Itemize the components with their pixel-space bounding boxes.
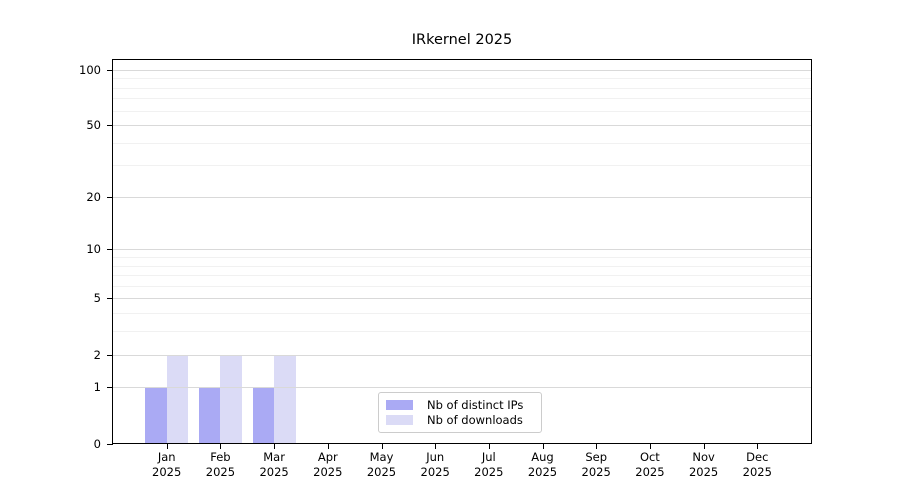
legend-label: Nb of downloads (427, 413, 523, 427)
x-axis-label-year: 2025 (635, 465, 665, 479)
x-axis-label-year: 2025 (688, 465, 719, 479)
x-axis-tick-mark (649, 444, 651, 449)
x-axis-label-year: 2025 (259, 465, 289, 479)
x-axis-label-month: Feb (210, 450, 231, 464)
y-axis-tick-label: 1 (93, 380, 101, 395)
x-axis-label-year: 2025 (205, 465, 236, 479)
x-axis-tick-mark (703, 444, 705, 449)
y-axis-tick-label: 100 (79, 62, 101, 77)
gridline-major (113, 69, 811, 71)
x-axis-label: Dec 2025 (727, 450, 787, 480)
gridline-minor (113, 78, 811, 80)
x-axis-label: Aug 2025 (513, 450, 573, 480)
x-axis-label: Jul 2025 (459, 450, 519, 480)
gridline-major (113, 249, 811, 251)
legend: Nb of distinct IPs Nb of downloads (378, 392, 542, 433)
y-axis-tick-label: 2 (93, 347, 101, 362)
x-axis-label: Mar 2025 (244, 450, 304, 480)
gridline-minor (113, 313, 811, 315)
y-axis-tick-mark (107, 354, 113, 356)
y-axis-tick-mark (107, 69, 113, 71)
bar-nb-of-distinct-ips-jan (145, 387, 167, 443)
gridline-minor (113, 257, 811, 258)
x-axis-label-year: 2025 (152, 465, 182, 479)
bar-nb-of-downloads-feb (220, 354, 242, 443)
y-axis-tick-mark (107, 196, 113, 198)
x-axis-tick-mark (166, 444, 168, 449)
legend-item: Nb of downloads (386, 413, 533, 427)
x-axis-tick-mark (542, 444, 544, 449)
bar-nb-of-distinct-ips-feb (198, 387, 221, 443)
x-axis-label: Apr 2025 (298, 450, 358, 480)
y-axis-tick-mark (107, 298, 113, 300)
legend-label: Nb of distinct IPs (427, 398, 524, 412)
gridline-minor (113, 142, 811, 144)
gridline-major (113, 387, 811, 389)
x-axis-label-month: Jan (157, 450, 176, 464)
x-axis-label: Oct 2025 (620, 450, 680, 480)
gridline-minor (113, 110, 811, 112)
bar-nb-of-downloads-mar (274, 354, 296, 443)
x-axis-label: Jan 2025 (137, 450, 197, 480)
x-axis-label-year: 2025 (527, 465, 558, 479)
legend-swatch (386, 415, 413, 425)
gridline-minor (113, 87, 811, 89)
y-axis-tick-label: 20 (86, 189, 101, 204)
x-axis-tick-mark (220, 444, 222, 449)
x-axis-label-year: 2025 (474, 465, 504, 479)
x-axis-label-month: Mar (263, 450, 285, 464)
x-axis-label-month: Dec (746, 450, 769, 464)
x-axis-tick-mark (435, 444, 437, 449)
x-axis-tick-mark (274, 444, 276, 449)
gridline-major (113, 196, 811, 198)
legend-item: Nb of distinct IPs (386, 398, 533, 412)
bar-nb-of-distinct-ips-mar (252, 387, 275, 443)
x-axis-label-month: Oct (639, 450, 660, 464)
y-axis-tick-mark (107, 249, 113, 251)
x-axis-label-month: Nov (692, 450, 715, 464)
gridline-major (113, 125, 811, 126)
x-axis-tick-mark (488, 444, 490, 449)
x-axis-label-year: 2025 (742, 465, 772, 479)
x-axis-label: May 2025 (352, 450, 412, 480)
x-axis-label-month: May (369, 450, 394, 464)
x-axis-tick-mark (327, 444, 329, 449)
x-axis-label: Jun 2025 (405, 450, 465, 480)
gridline-minor (113, 285, 811, 287)
x-axis-label: Nov 2025 (674, 450, 734, 480)
x-axis-tick-mark (757, 444, 759, 449)
x-axis-label-year: 2025 (581, 465, 611, 479)
x-axis-tick-mark (381, 444, 383, 449)
y-axis-tick-label: 50 (86, 118, 101, 132)
plot-area (112, 59, 812, 444)
gridline-minor (113, 165, 811, 167)
bar-nb-of-downloads-jan (166, 354, 189, 443)
x-axis-label-month: Aug (531, 450, 554, 464)
x-axis-label-month: Jun (426, 450, 445, 464)
gridline-minor (113, 331, 811, 333)
x-axis-label-month: Apr (317, 450, 338, 464)
x-axis-label-year: 2025 (366, 465, 397, 479)
x-axis-tick-mark (596, 444, 598, 449)
y-axis-tick-label: 5 (93, 291, 101, 306)
y-axis-tick-mark (107, 387, 113, 389)
x-axis-label-year: 2025 (420, 465, 450, 479)
x-axis-label: Sep 2025 (566, 450, 626, 480)
gridline-major (113, 354, 811, 356)
gridline-minor (113, 275, 811, 277)
x-axis-label-year: 2025 (313, 465, 343, 479)
x-axis-label: Feb 2025 (190, 450, 250, 480)
y-axis-tick-mark (107, 125, 113, 126)
chart-title: IRkernel 2025 (411, 32, 513, 48)
y-axis-tick-label: 0 (93, 436, 101, 451)
gridline-minor (113, 265, 811, 267)
gridline-major (113, 298, 811, 300)
x-axis-label-month: Sep (585, 450, 608, 464)
gridline-minor (113, 98, 811, 100)
legend-swatch (386, 400, 413, 410)
y-axis-tick-label: 10 (86, 242, 101, 257)
x-axis-label-month: Jul (481, 450, 496, 464)
y-axis-tick-mark (107, 443, 113, 445)
